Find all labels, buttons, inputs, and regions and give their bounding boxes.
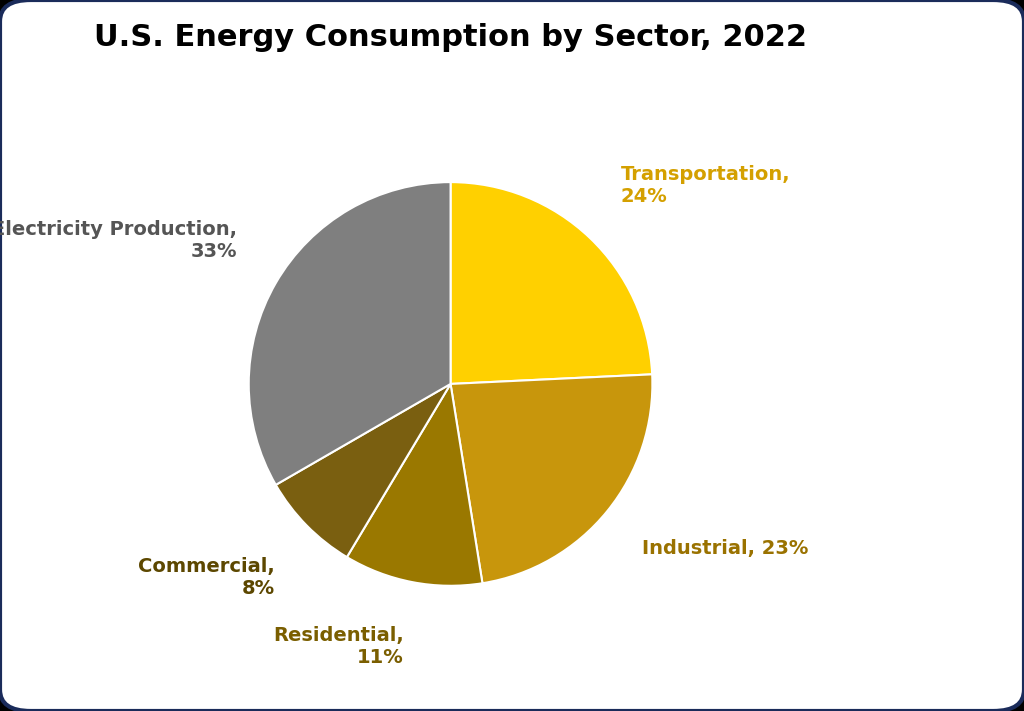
Wedge shape: [249, 182, 451, 485]
Wedge shape: [275, 384, 451, 557]
Text: Commercial,
8%: Commercial, 8%: [138, 557, 275, 598]
Text: Residential,
11%: Residential, 11%: [273, 626, 403, 667]
Title: U.S. Energy Consumption by Sector, 2022: U.S. Energy Consumption by Sector, 2022: [94, 23, 807, 52]
Text: Electricity Production,
33%: Electricity Production, 33%: [0, 220, 238, 261]
Wedge shape: [451, 374, 652, 583]
Wedge shape: [451, 182, 652, 384]
Wedge shape: [347, 384, 482, 586]
Text: Transportation,
24%: Transportation, 24%: [621, 165, 791, 205]
Text: Industrial, 23%: Industrial, 23%: [642, 539, 808, 558]
